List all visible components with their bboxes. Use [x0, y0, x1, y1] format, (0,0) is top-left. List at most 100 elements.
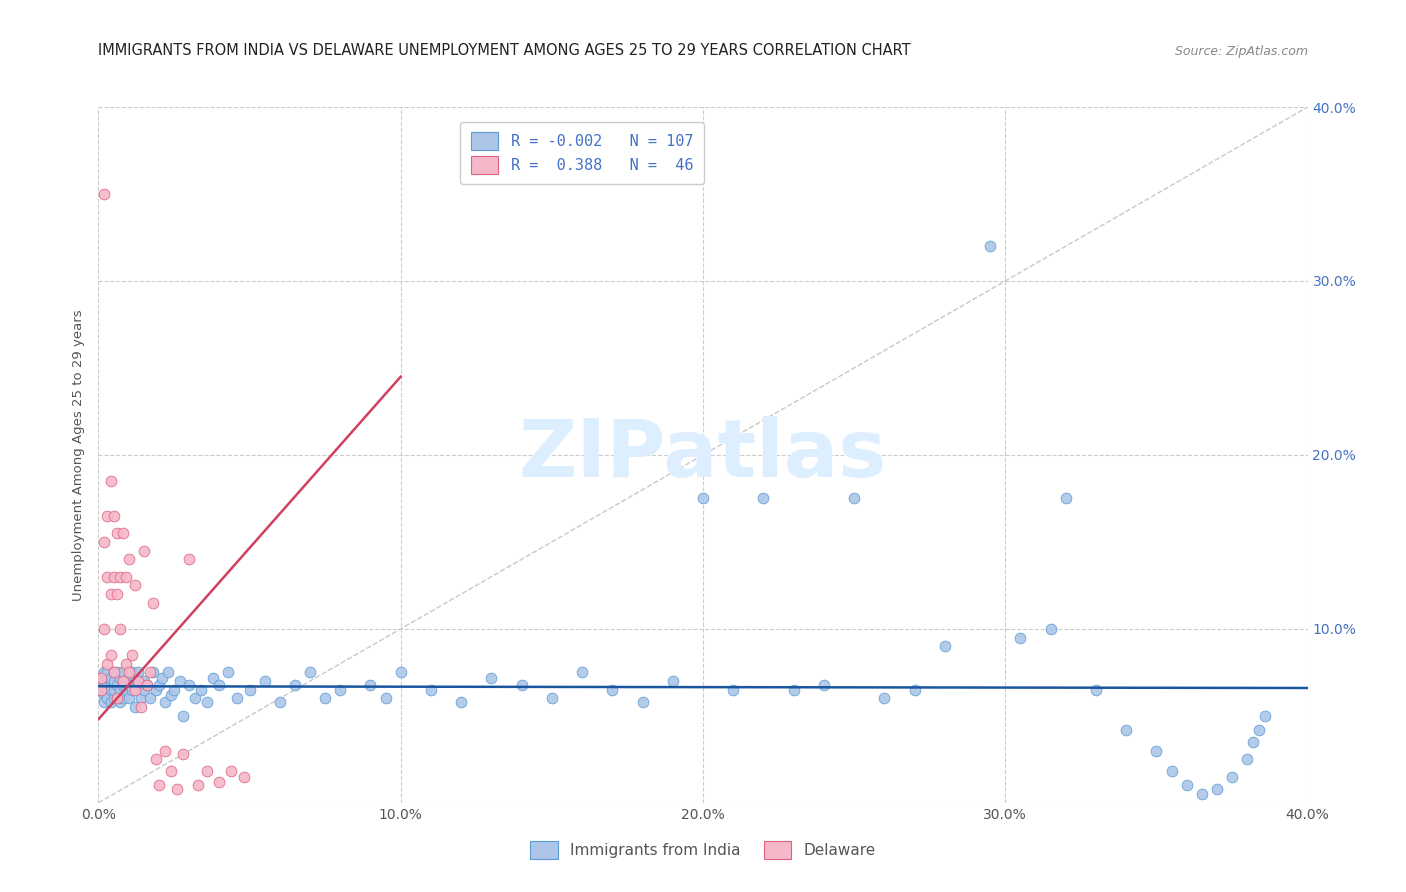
Point: [160, 764, 183, 779]
Point: [124, 682, 146, 697]
Point: [100, 587, 122, 601]
Point: [90, 682, 112, 697]
Point: [105, 691, 128, 706]
Point: [813, 677, 835, 691]
Point: [232, 770, 254, 784]
Legend: Immigrants from India, Delaware: Immigrants from India, Delaware: [524, 835, 882, 864]
Point: [96, 691, 118, 706]
Point: [105, 526, 128, 541]
Point: [118, 665, 141, 680]
Point: [142, 665, 165, 680]
Point: [139, 691, 162, 706]
Point: [329, 682, 352, 697]
Point: [103, 691, 125, 706]
Point: [118, 691, 141, 706]
Point: [111, 677, 134, 691]
Point: [93, 534, 115, 549]
Point: [124, 671, 146, 685]
Point: [108, 682, 131, 697]
Point: [187, 778, 209, 793]
Point: [1085, 682, 1108, 697]
Point: [1054, 491, 1077, 506]
Point: [105, 587, 128, 601]
Text: ZIPatlas: ZIPatlas: [519, 416, 887, 494]
Point: [299, 665, 322, 680]
Point: [1115, 723, 1137, 737]
Point: [121, 665, 143, 680]
Point: [139, 665, 162, 680]
Point: [108, 671, 131, 685]
Point: [93, 688, 115, 702]
Point: [103, 665, 125, 680]
Point: [124, 578, 146, 592]
Point: [103, 665, 125, 680]
Point: [96, 677, 118, 691]
Point: [96, 671, 118, 685]
Point: [1175, 778, 1198, 793]
Point: [108, 622, 131, 636]
Point: [253, 674, 276, 689]
Point: [979, 239, 1001, 253]
Point: [96, 657, 118, 671]
Point: [284, 677, 307, 691]
Point: [121, 682, 143, 697]
Point: [752, 491, 775, 506]
Point: [1144, 744, 1167, 758]
Point: [103, 674, 125, 689]
Point: [100, 695, 122, 709]
Point: [114, 674, 136, 689]
Point: [103, 682, 125, 697]
Point: [602, 682, 624, 697]
Point: [172, 747, 194, 761]
Point: [100, 648, 122, 662]
Point: [132, 543, 155, 558]
Point: [360, 677, 382, 691]
Point: [145, 682, 167, 697]
Point: [100, 674, 122, 689]
Point: [1220, 770, 1243, 784]
Point: [148, 677, 170, 691]
Point: [132, 674, 155, 689]
Point: [571, 665, 593, 680]
Point: [127, 665, 149, 680]
Point: [90, 677, 112, 691]
Point: [1241, 735, 1264, 749]
Point: [179, 552, 201, 566]
Point: [103, 570, 125, 584]
Point: [114, 682, 136, 697]
Point: [934, 639, 956, 653]
Point: [111, 691, 134, 706]
Point: [124, 700, 146, 714]
Point: [1010, 631, 1032, 645]
Point: [1236, 752, 1258, 766]
Point: [195, 764, 218, 779]
Point: [121, 648, 143, 662]
Point: [269, 695, 291, 709]
Point: [103, 677, 125, 691]
Point: [389, 665, 412, 680]
Point: [118, 552, 141, 566]
Point: [1254, 708, 1277, 723]
Point: [208, 677, 231, 691]
Point: [783, 682, 806, 697]
Point: [195, 695, 218, 709]
Point: [166, 781, 188, 796]
Point: [96, 570, 118, 584]
Point: [1206, 781, 1229, 796]
Point: [481, 671, 503, 685]
Point: [1039, 622, 1062, 636]
Point: [150, 671, 173, 685]
Point: [111, 674, 134, 689]
Point: [100, 682, 122, 697]
Text: Source: ZipAtlas.com: Source: ZipAtlas.com: [1174, 45, 1308, 58]
Point: [114, 657, 136, 671]
Point: [153, 744, 176, 758]
Point: [169, 674, 191, 689]
Point: [127, 674, 149, 689]
Point: [1249, 723, 1271, 737]
Point: [108, 570, 131, 584]
Point: [90, 671, 112, 685]
Point: [127, 677, 149, 691]
Point: [450, 695, 472, 709]
Point: [142, 596, 165, 610]
